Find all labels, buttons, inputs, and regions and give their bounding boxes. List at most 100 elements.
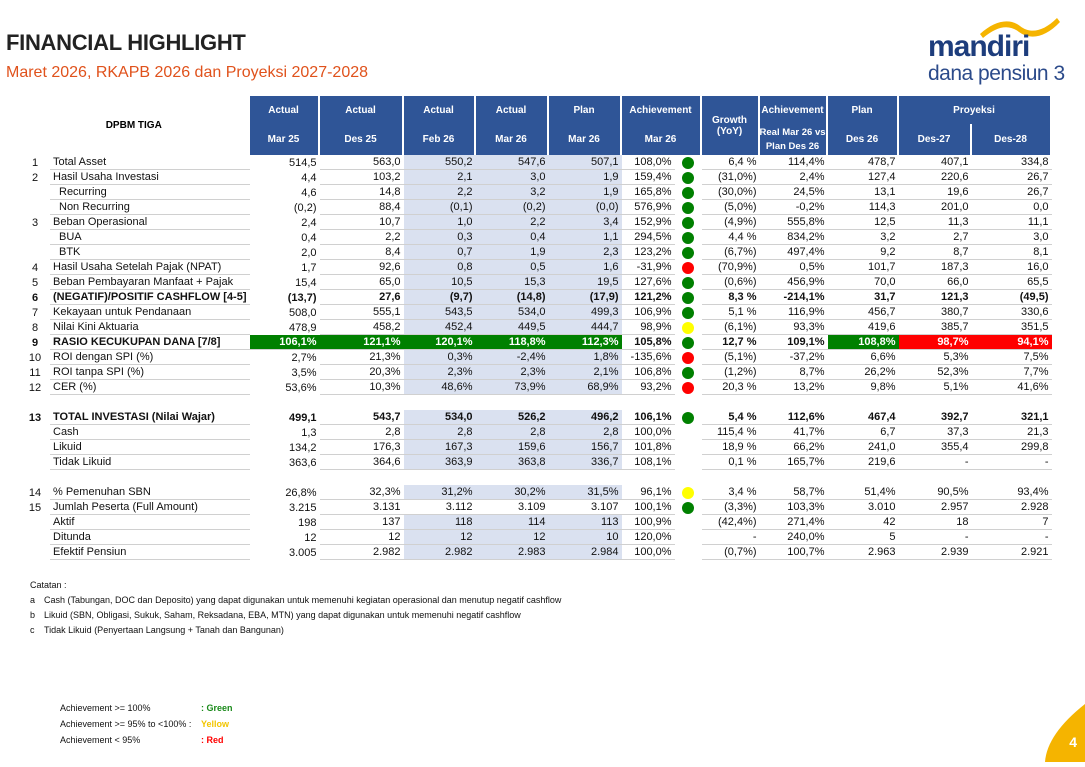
cell-value: (9,7) xyxy=(403,290,476,305)
legend-item: Achievement < 95%: Red xyxy=(60,732,233,748)
table-row: Aktif 198 137 118 114 113 100,9% (42,4%) 271,4% 4… xyxy=(20,515,1052,530)
row-number: 10 xyxy=(28,351,42,364)
cell-value: -135,6% xyxy=(621,350,675,365)
cell-value: (5,0%) xyxy=(701,200,760,215)
empty-cell xyxy=(20,395,50,410)
cell-value: 201,0 xyxy=(898,200,972,215)
cell-value: 0,4 xyxy=(301,231,317,244)
header-top: Achievement xyxy=(621,96,702,124)
note-key: b xyxy=(30,610,36,620)
table-row: 9 RASIO KECUKUPAN DANA [7/8] 106,1% 121,1% 1… xyxy=(20,335,1052,350)
cell-value: 2,1 xyxy=(403,170,476,185)
cell-value: 1,9 xyxy=(475,245,549,260)
cell-value: 2,8 xyxy=(548,425,622,440)
row-number xyxy=(20,530,50,545)
cell-value: 2.921 xyxy=(971,545,1052,560)
row-number xyxy=(20,455,50,470)
cell-value: (1,2%) xyxy=(701,365,760,380)
header-top: Plan xyxy=(827,96,899,124)
status-cell xyxy=(675,260,702,275)
cell-value: 159,4% xyxy=(621,170,675,185)
cell-value: 1,1 xyxy=(548,230,622,245)
cell-value: 2,2 xyxy=(319,230,404,245)
cell-value: 9,8% xyxy=(827,380,899,395)
cell-value: 351,5 xyxy=(971,320,1052,335)
cell-value: 334,8 xyxy=(971,155,1052,170)
empty-cell xyxy=(319,395,404,410)
cell-value: 20,3 % xyxy=(701,380,760,395)
cell-value: 2,8 xyxy=(403,425,476,440)
cell-value: - xyxy=(701,530,760,545)
cell-value: 241,0 xyxy=(827,440,899,455)
header-top: Achievement xyxy=(759,96,828,124)
table-row: 13 TOTAL INVESTASI (Nilai Wajar) 499,1 543,… xyxy=(20,410,1052,425)
cell-value: 496,2 xyxy=(548,410,622,425)
cell-value: 165,8% xyxy=(621,185,675,200)
cell-value: 15,3 xyxy=(475,275,549,290)
cell-value: 2,4 xyxy=(301,216,317,229)
table-row: Cash 1,3 2,8 2,8 2,8 2,8 100,0% 115,4 % 41,7% 6,7… xyxy=(20,425,1052,440)
cell-value: 499,3 xyxy=(548,305,622,320)
cell-value: 42 xyxy=(827,515,899,530)
cell-value: 543,7 xyxy=(319,410,404,425)
cell-value: 834,2% xyxy=(759,230,828,245)
cell-value: -2,4% xyxy=(475,350,549,365)
cell-value: 10,5 xyxy=(403,275,476,290)
cell-value: - xyxy=(971,530,1052,545)
cell-value: 355,4 xyxy=(898,440,972,455)
cell-value: (14,8) xyxy=(475,290,549,305)
cell-value: 26,7 xyxy=(971,185,1052,200)
cell-value: 100,0% xyxy=(621,545,675,560)
row-number: 15 xyxy=(28,501,42,514)
row-label: ROI tanpa SPI (%) xyxy=(50,365,250,380)
note-item: b Likuid (SBN, Obligasi, Sukuk, Saham, Re… xyxy=(30,608,561,623)
cell-value: 10,7 xyxy=(319,215,404,230)
cell-value: 8,7% xyxy=(759,365,828,380)
empty-cell xyxy=(403,470,476,485)
table-row: Non Recurring (0,2) 88,4 (0,1) (0,2) (0,0) 576… xyxy=(20,200,1052,215)
cell-value: 198 xyxy=(298,516,317,529)
cell-value: 452,4 xyxy=(403,320,476,335)
cell-value: (0,6%) xyxy=(701,275,760,290)
cell-value: 100,9% xyxy=(621,515,675,530)
cell-value: 1,8% xyxy=(548,350,622,365)
table-row: 11 ROI tanpa SPI (%) 3,5% 20,3% 2,3% 2,3% 2,1%… xyxy=(20,365,1052,380)
empty-cell xyxy=(20,470,50,485)
cell-value: 109,1% xyxy=(759,335,828,350)
empty-cell xyxy=(701,470,760,485)
cell-value: 0,5% xyxy=(759,260,828,275)
cell-value: 3,4 xyxy=(548,215,622,230)
cell-value: 41,7% xyxy=(759,425,828,440)
cell-value: 10,3% xyxy=(319,380,404,395)
cell-value: 167,3 xyxy=(403,440,476,455)
row-number: 4 xyxy=(31,261,39,274)
cell-value: 3.107 xyxy=(548,500,622,515)
cell-value: 2,3% xyxy=(403,365,476,380)
cell-value: 507,1 xyxy=(548,155,622,170)
legend-item: Achievement >= 95% to <100% : Yellow xyxy=(60,716,233,732)
cell-value: (31,0%) xyxy=(701,170,760,185)
cell-value: 115,4 % xyxy=(701,425,760,440)
cell-value: 27,6 xyxy=(319,290,404,305)
page-corner-shape xyxy=(1045,704,1085,762)
cell-value: 271,4% xyxy=(759,515,828,530)
cell-value: 8,4 xyxy=(319,245,404,260)
cell-value: 103,3% xyxy=(759,500,828,515)
empty-cell xyxy=(898,470,972,485)
financial-table: DPBM TIGA Actual Actual Actual Actual Plan Ach… xyxy=(20,96,1052,560)
cell-value: 159,6 xyxy=(475,440,549,455)
header-sub: Feb 26 xyxy=(403,124,476,155)
row-number xyxy=(20,245,50,260)
row-label: % Pemenuhan SBN xyxy=(50,485,250,500)
cell-value: 2,2 xyxy=(475,215,549,230)
status-dot-green-icon xyxy=(682,336,695,349)
status-cell xyxy=(675,500,702,515)
cell-value: 576,9% xyxy=(621,200,675,215)
header-sub: Des-27 xyxy=(898,124,972,155)
cell-value: 11,3 xyxy=(898,215,972,230)
empty-cell xyxy=(319,470,404,485)
cell-value: 444,7 xyxy=(548,320,622,335)
cell-value: 449,5 xyxy=(475,320,549,335)
cell-value: 497,4% xyxy=(759,245,828,260)
legend-label: Achievement < 95% xyxy=(60,735,141,745)
